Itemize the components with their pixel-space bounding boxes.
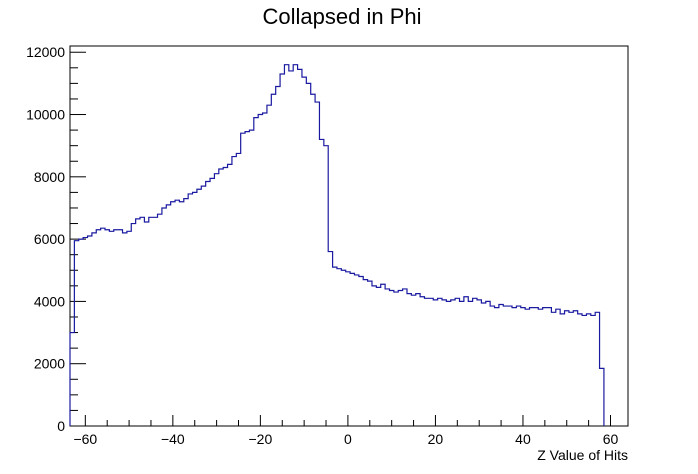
x-tick-label: −20 <box>249 431 273 447</box>
plot-frame <box>69 45 629 427</box>
x-tick-label: 0 <box>344 431 352 447</box>
x-tick-label: −40 <box>161 431 185 447</box>
y-tick-label: 12000 <box>26 44 65 60</box>
x-tick-label: 20 <box>428 431 444 447</box>
x-axis-title: Z Value of Hits <box>537 447 628 463</box>
y-axis: 0 2000 4000 6000 8000 10000 12000 <box>26 44 86 434</box>
y-tick-label: 8000 <box>34 169 65 185</box>
y-tick-label: 10000 <box>26 107 65 123</box>
x-axis: −60 −40 −20 0 20 40 60 <box>73 415 618 447</box>
x-tick-label: 40 <box>515 431 531 447</box>
x-tick-label: −60 <box>73 431 97 447</box>
chart-title: Collapsed in Phi <box>263 4 422 29</box>
x-tick-label: 60 <box>603 431 619 447</box>
y-tick-label: 4000 <box>34 293 65 309</box>
y-tick-label: 2000 <box>34 356 65 372</box>
y-tick-label: 0 <box>57 418 65 434</box>
histogram-series-line <box>69 64 605 426</box>
y-tick-label: 6000 <box>34 231 65 247</box>
minor-ticks <box>70 67 590 426</box>
